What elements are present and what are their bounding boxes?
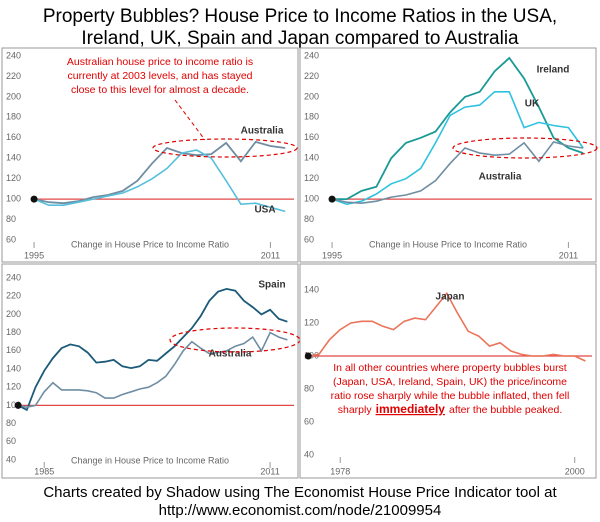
x-tick-label: 1995	[322, 250, 342, 260]
annotation: currently at 2003 levels, and has stayed	[67, 70, 252, 82]
series-label: Australia	[479, 172, 522, 183]
y-tick-label: 180	[6, 112, 21, 122]
y-tick-label: 80	[6, 214, 16, 224]
y-tick-label: 40	[6, 454, 16, 464]
annotation-part: sharply	[338, 404, 373, 416]
panel: 60 80 100 120 140 160 180 200 220 240 1995 2011 Chan…	[299, 47, 598, 263]
series-line	[33, 140, 286, 205]
y-tick-label: 200	[6, 91, 21, 101]
y-tick-label: 120	[304, 317, 319, 327]
panel: 40608010012014019782000JapanIn all other…	[299, 263, 597, 479]
panel-frame	[299, 47, 597, 263]
highlight	[152, 138, 298, 158]
footer: Charts created by Shadow using The Econo…	[43, 484, 557, 501]
y-tick-label: 220	[6, 291, 21, 301]
x-tick-label: 2011	[559, 250, 578, 260]
y-tick-label: 160	[304, 132, 319, 142]
title: Ireland, UK, Spain and Japan compared to…	[81, 28, 519, 49]
x-tick-label: 2011	[261, 250, 280, 260]
x-axis-label: Change in House Price to Income Ratio	[71, 455, 229, 465]
y-tick-label: 200	[304, 91, 319, 101]
y-tick-label: 140	[304, 153, 319, 163]
series-label: Japan	[436, 292, 465, 303]
series-line	[331, 91, 584, 206]
footer: http://www.economist.com/node/21009954	[159, 502, 442, 519]
panel: 40 60 80 100 120 140 160 180 200 220 240 1985 2011 Ch…	[1, 263, 301, 479]
y-tick-label: 140	[6, 363, 21, 373]
y-tick-label: 100	[304, 193, 319, 203]
y-tick-label: 240	[6, 272, 21, 282]
annotation-part: immediately	[376, 402, 446, 416]
y-tick-label: 120	[304, 173, 319, 183]
series-line	[308, 291, 586, 362]
start-dot	[304, 352, 312, 360]
series-line	[18, 331, 288, 409]
annotation: Australian house price to income ratio i…	[67, 56, 253, 68]
y-tick-label: 80	[6, 418, 16, 428]
annotation: close to this level for almost a decade.	[71, 84, 249, 96]
highlight	[452, 137, 598, 159]
y-tick-label: 200	[6, 309, 21, 319]
series-label: UK	[525, 99, 540, 110]
x-tick-label: 2000	[565, 466, 585, 476]
annotation: (Japan, USA, Ireland, Spain, UK) the pri…	[333, 376, 567, 388]
y-tick-label: 160	[6, 345, 21, 355]
annotation: In all other countries where property bu…	[333, 362, 567, 374]
start-dot	[14, 401, 22, 409]
series-label: Spain	[258, 280, 285, 291]
y-tick-label: 240	[304, 50, 319, 60]
series-label: Australia	[241, 126, 284, 137]
y-tick-label: 80	[304, 214, 314, 224]
x-tick-label: 1995	[24, 250, 44, 260]
y-tick-label: 240	[6, 50, 21, 60]
y-tick-label: 180	[304, 112, 319, 122]
panel-frame	[299, 263, 597, 479]
annotation: sharply immediately after the bubble peake…	[338, 402, 563, 416]
y-tick-label: 100	[6, 193, 21, 203]
x-axis-label: Change in House Price to Income Ratio	[369, 239, 527, 249]
start-dot	[328, 195, 336, 203]
y-tick-label: 220	[304, 71, 319, 81]
y-tick-label: 60	[6, 436, 16, 446]
y-tick-label: 60	[6, 234, 16, 244]
series-line	[332, 56, 584, 200]
series-line	[17, 287, 288, 412]
y-tick-label: 120	[6, 173, 21, 183]
series-label: Australia	[209, 349, 252, 360]
x-tick-label: 1978	[330, 466, 350, 476]
panel-frame	[1, 263, 299, 479]
y-tick-label: 180	[6, 327, 21, 337]
series-label: USA	[254, 205, 275, 216]
y-tick-label: 40	[304, 449, 314, 459]
y-tick-label: 80	[304, 383, 314, 393]
start-dot	[30, 195, 38, 203]
y-tick-label: 120	[6, 382, 21, 392]
y-tick-label: 60	[304, 416, 314, 426]
y-tick-label: 220	[6, 71, 21, 81]
y-tick-label: 160	[6, 132, 21, 142]
panel: 60 80 100 120 140 160 180 200 220 240 1995 2011 Chan…	[1, 47, 299, 263]
y-tick-label: 140	[304, 284, 319, 294]
x-tick-label: 2011	[260, 466, 279, 476]
annotation: ratio rose sharply while the bubble infl…	[331, 390, 570, 402]
y-tick-label: 100	[6, 400, 21, 410]
title: Property Bubbles? House Price to Income …	[43, 6, 557, 27]
panel-frame	[1, 47, 299, 263]
series-line	[33, 149, 286, 213]
y-tick-label: 60	[304, 234, 314, 244]
x-axis-label: Change in House Price to Income Ratio	[71, 239, 229, 249]
annotation-part: after the bubble peaked.	[449, 404, 562, 416]
y-tick-label: 140	[6, 153, 21, 163]
series-label: Ireland	[537, 65, 570, 76]
x-tick-label: 1985	[34, 466, 54, 476]
arrow	[174, 99, 206, 141]
